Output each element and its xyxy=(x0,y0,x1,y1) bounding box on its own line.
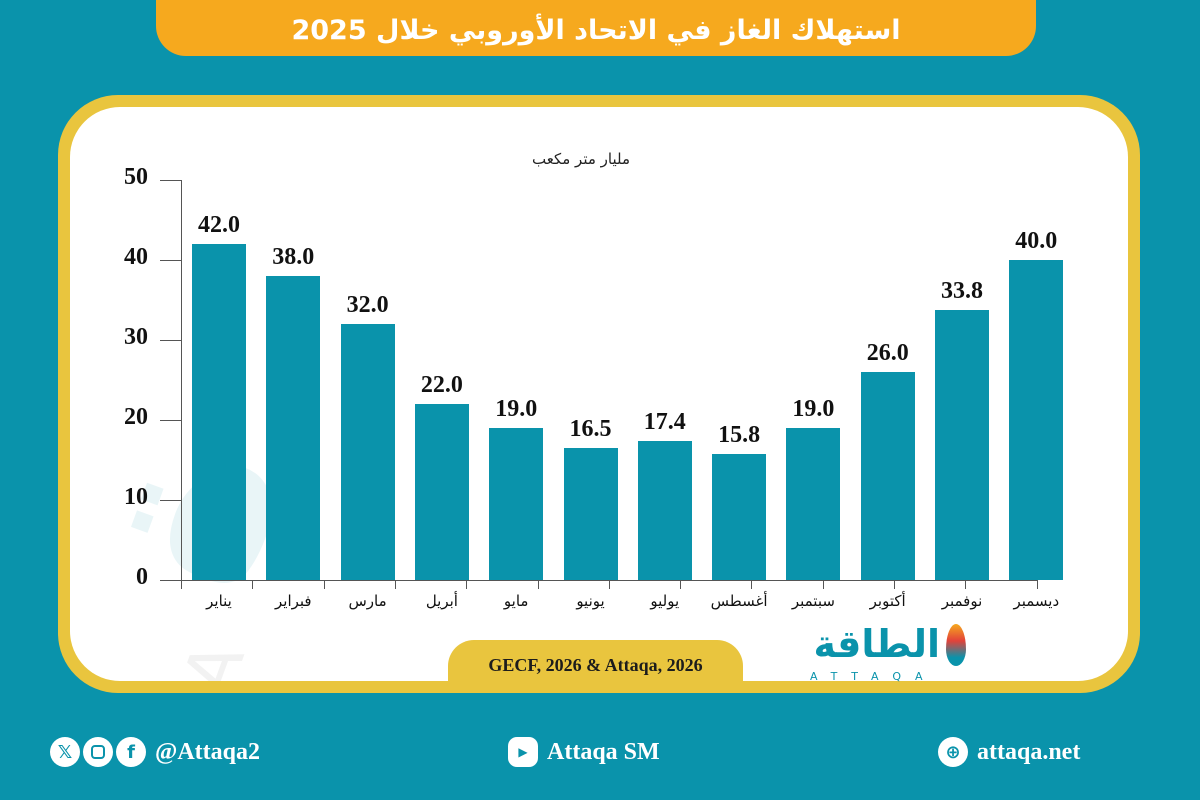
social-links: 𝕏 f @Attaqa2 xyxy=(50,730,260,774)
bar-value-label: 22.0 xyxy=(420,372,463,398)
source-text: GECF, 2026 & Attaqa, 2026 xyxy=(488,654,703,675)
bar-value-label: 26.0 xyxy=(866,340,909,366)
x-category-label: أكتوبر xyxy=(869,592,906,610)
x-category-label: يناير xyxy=(206,592,232,610)
bar-value-label: 33.8 xyxy=(941,277,983,304)
bar xyxy=(935,309,989,580)
attaqa-logo: الطاقة ATTAQA xyxy=(800,620,980,690)
youtube-label: Attaqa SM xyxy=(547,738,660,765)
bar xyxy=(637,440,692,580)
x-category-label: يونيو xyxy=(576,592,605,610)
x-tick-mark xyxy=(608,580,610,589)
flame-drop-icon xyxy=(946,624,966,666)
bar-value-label: 16.5 xyxy=(569,416,612,442)
bar-value-label: 40.0 xyxy=(1015,228,1058,254)
bar-value-label: 19.0 xyxy=(792,396,835,422)
bar-value-label: 38.0 xyxy=(272,244,315,270)
bar-value-label: 42.0 xyxy=(198,212,240,238)
bar xyxy=(266,276,321,580)
bar xyxy=(489,428,544,580)
y-tick-mark xyxy=(160,180,181,181)
x-category-label: يوليو xyxy=(650,592,680,610)
x-tick-mark xyxy=(680,580,682,589)
social-handle[interactable]: @Attaqa2 xyxy=(155,738,260,765)
y-tick-label: 0 xyxy=(136,564,148,590)
instagram-icon[interactable] xyxy=(83,737,113,767)
x-category-label: فبراير xyxy=(275,592,312,610)
bar xyxy=(712,453,767,580)
y-tick-label: 30 xyxy=(124,324,148,350)
bar xyxy=(414,404,469,580)
bar xyxy=(563,448,618,580)
x-tick-mark xyxy=(537,580,539,589)
x-tick-mark xyxy=(394,580,396,589)
y-tick-label: 40 xyxy=(124,244,148,270)
bar xyxy=(1009,260,1064,580)
x-tick-mark xyxy=(252,580,254,589)
globe-icon: ⊕ xyxy=(938,737,968,767)
x-icon[interactable]: 𝕏 xyxy=(50,737,80,767)
x-category-label: مايو xyxy=(503,592,529,610)
x-tick-mark xyxy=(1036,580,1038,589)
x-category-label: أغسطس xyxy=(710,592,768,610)
x-category-label: أبريل xyxy=(425,592,458,610)
y-tick-mark xyxy=(160,340,181,341)
bar xyxy=(192,244,246,580)
y-tick-mark xyxy=(160,420,181,421)
youtube-icon: ▶ xyxy=(508,737,538,767)
logo-arabic: الطاقة xyxy=(813,622,940,666)
x-tick-mark xyxy=(822,580,824,589)
watermark-letters: A xyxy=(167,631,261,681)
title-bar: استهلاك الغاز في الاتحاد الأوروبي خلال 2… xyxy=(156,0,1036,56)
x-tick-mark xyxy=(466,580,468,589)
y-tick-mark xyxy=(160,580,181,581)
x-category-label: مارس xyxy=(348,592,387,610)
chart-title: استهلاك الغاز في الاتحاد الأوروبي خلال 2… xyxy=(291,15,901,46)
website-label: attaqa.net xyxy=(977,738,1081,765)
website-link[interactable]: ⊕ attaqa.net xyxy=(938,730,1080,774)
y-tick-mark xyxy=(160,500,181,501)
bar-value-label: 32.0 xyxy=(346,292,389,318)
y-tick-label: 20 xyxy=(124,404,148,430)
x-tick-mark xyxy=(323,580,325,589)
x-category-label: ديسمبر xyxy=(1013,592,1060,610)
facebook-icon[interactable]: f xyxy=(116,737,146,767)
y-tick-mark xyxy=(160,260,181,261)
x-tick-mark xyxy=(965,580,967,589)
y-axis xyxy=(181,180,182,580)
x-category-label: سبتمبر xyxy=(791,592,835,610)
bar xyxy=(786,428,841,580)
y-tick-label: 50 xyxy=(124,164,148,190)
y-tick-label: 10 xyxy=(124,484,148,510)
x-tick-mark xyxy=(181,580,182,589)
x-category-label: نوفمبر xyxy=(941,592,983,610)
bar-value-label: 17.4 xyxy=(643,408,686,435)
x-tick-mark xyxy=(751,580,753,589)
bar-value-label: 15.8 xyxy=(718,421,761,448)
bar xyxy=(860,372,915,580)
bar-value-label: 19.0 xyxy=(495,396,538,422)
source-tab: GECF, 2026 & Attaqa, 2026 xyxy=(448,640,743,690)
unit-label: مليار متر مكعب xyxy=(532,150,630,168)
logo-latin: ATTAQA xyxy=(810,670,937,683)
bar xyxy=(340,324,395,580)
x-tick-mark xyxy=(894,580,895,589)
youtube-link[interactable]: ▶ Attaqa SM xyxy=(508,730,660,774)
